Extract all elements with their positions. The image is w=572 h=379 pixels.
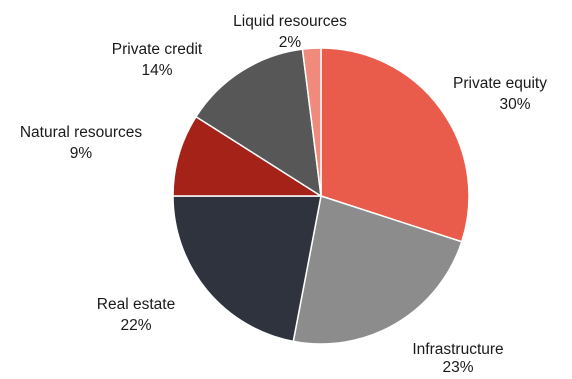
slice-name-natural-resources: Natural resources bbox=[20, 124, 143, 141]
slice-name-infrastructure: Infrastructure bbox=[412, 341, 503, 358]
slice-label-private-credit: Private credit 14% bbox=[112, 41, 203, 79]
slice-label-liquid-resources: Liquid resources 2% bbox=[233, 13, 347, 51]
slice-name-liquid-resources: Liquid resources bbox=[233, 13, 347, 30]
slice-value-private-credit: 14% bbox=[141, 62, 172, 79]
slice-value-real-estate: 22% bbox=[120, 317, 151, 334]
slice-name-private-equity: Private equity bbox=[453, 75, 547, 92]
pie-slice-infrastructure bbox=[292, 195, 463, 345]
pie-slice-real-estate bbox=[172, 195, 322, 343]
pie-slice-private-credit bbox=[195, 48, 322, 198]
pie-slices bbox=[172, 47, 470, 345]
slice-name-real-estate: Real estate bbox=[97, 296, 175, 313]
slice-name-private-credit: Private credit bbox=[112, 41, 203, 58]
pie-slice-natural-resources bbox=[172, 115, 324, 197]
pie-slice-liquid-resources bbox=[301, 47, 322, 197]
slice-label-infrastructure: Infrastructure 23% bbox=[412, 341, 503, 376]
slice-value-liquid-resources: 2% bbox=[279, 34, 302, 51]
slice-value-natural-resources: 9% bbox=[70, 145, 93, 162]
slice-value-private-equity: 30% bbox=[499, 96, 530, 113]
slice-label-natural-resources: Natural resources 9% bbox=[20, 124, 143, 162]
pie-slice-private-equity bbox=[320, 47, 470, 243]
slice-label-private-equity: Private equity 30% bbox=[453, 75, 547, 113]
slice-label-real-estate: Real estate 22% bbox=[97, 296, 175, 334]
slice-value-infrastructure: 23% bbox=[442, 359, 473, 374]
